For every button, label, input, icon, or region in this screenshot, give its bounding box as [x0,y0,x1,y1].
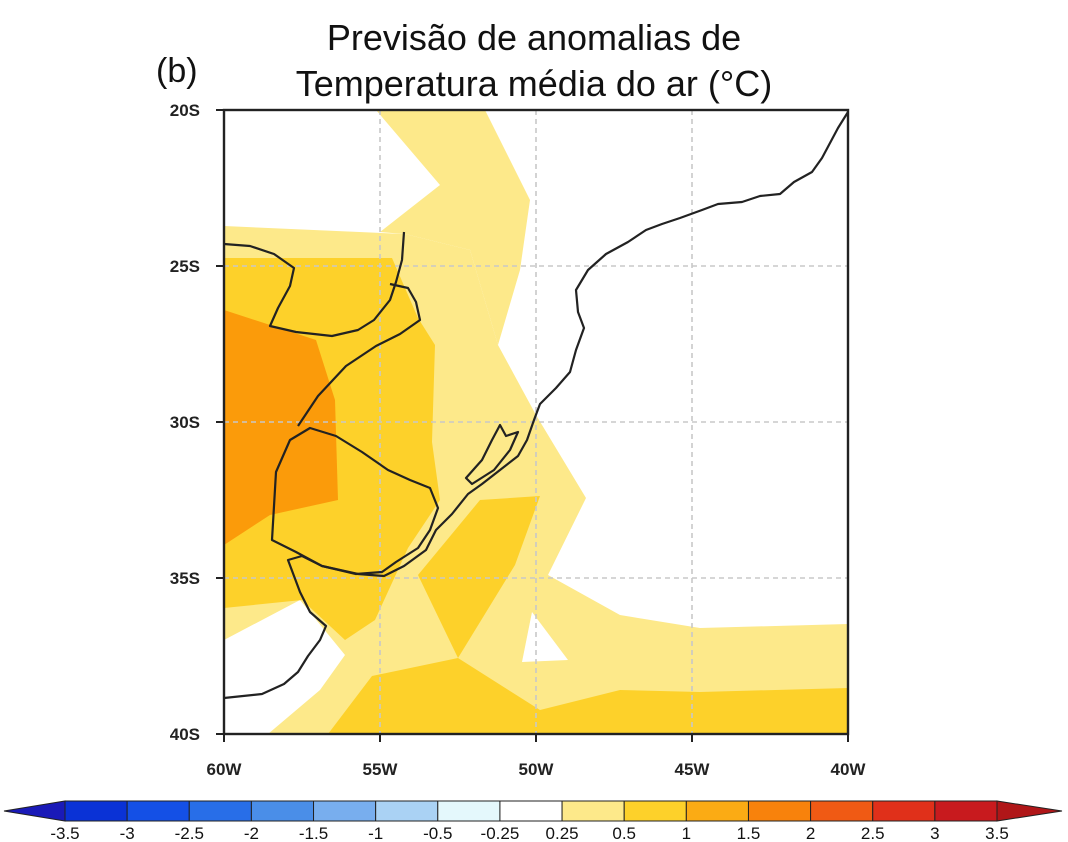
lat-label-20s: 20S [170,101,200,120]
colorbar-tick-label: -2.5 [175,824,204,842]
colorbar-segment [375,800,439,822]
colorbar-segment [126,800,190,822]
map-title-line-1: Previsão de anomalias de [326,17,742,58]
colorbar-segment [64,800,128,822]
colorbar-segment [685,800,749,822]
colorbar-tick-label: 3.5 [985,824,1009,842]
anomaly-area-medium-south [328,658,848,734]
colorbar-tick-label: 2.5 [861,824,885,842]
anomaly-gap [522,612,568,662]
colorbar-tick-label: -0.5 [423,824,452,842]
atlantic-coastline [223,111,849,700]
colorbar-segment [499,800,563,822]
border-argentina-brazil [297,282,422,427]
lon-label-55w: 55W [363,760,399,779]
anomaly-area-medium-east [418,496,540,658]
colorbar [3,800,1063,822]
lat-label-35s: 35S [170,569,200,588]
colorbar-tick-label: -3.5 [50,824,79,842]
anomaly-area-strong [224,310,338,545]
colorbar-segment [747,800,812,822]
colorbar-tick-label: 2 [806,824,815,842]
tick-marks [216,109,849,742]
colorbar-segment [623,800,687,822]
colorbar-arrow-right [996,800,1063,822]
colorbar-tick-label: -3 [120,824,135,842]
colorbar-segment [872,800,936,822]
lat-label-40s: 40S [170,725,200,744]
lon-label-50w: 50W [519,760,555,779]
colorbar-tick-label: -0.25 [481,824,520,842]
colorbar-segment [810,800,874,822]
colorbar-tick-label: 0.25 [546,824,579,842]
colorbar-tick-label: -1.5 [299,824,328,842]
colorbar-tick-label: -1 [368,824,383,842]
map-title-line-2: Temperatura média do ar (°C) [295,63,773,104]
colorbar-segment [934,800,998,822]
panel-label: (b) [156,52,198,90]
lagoa-dos-patos [464,423,520,486]
colorbar-segment [313,800,377,822]
colorbar-tick-label: 0.5 [612,824,636,842]
border-uruguay [270,426,440,576]
colorbar-segment [250,800,315,822]
colorbar-tick-label: 1 [682,824,691,842]
border-brazil-paraguay-argentina [223,231,406,338]
colorbar-tick-label: 3 [930,824,939,842]
anomaly-area-light-north [376,110,530,345]
lon-label-40w: 40W [831,760,867,779]
colorbar-tick-label: -2 [244,824,259,842]
colorbar-tick-label: 1.5 [737,824,761,842]
colorbar-arrow-left [3,800,66,822]
colorbar-labels: -3.5 -3 -2.5 -2 -1.5 -1 -0.5 -0.25 0.25 0.5 1 1.5 2 2… [50,824,1008,842]
colorbar-segment [188,800,252,822]
lat-label-30s: 30S [170,413,200,432]
colorbar-segment [437,800,501,822]
coastlines-and-borders [223,111,849,700]
lon-label-45w: 45W [675,760,711,779]
lon-label-60w: 60W [207,760,243,779]
lat-label-25s: 25S [170,257,200,276]
colorbar-segment [561,800,625,822]
